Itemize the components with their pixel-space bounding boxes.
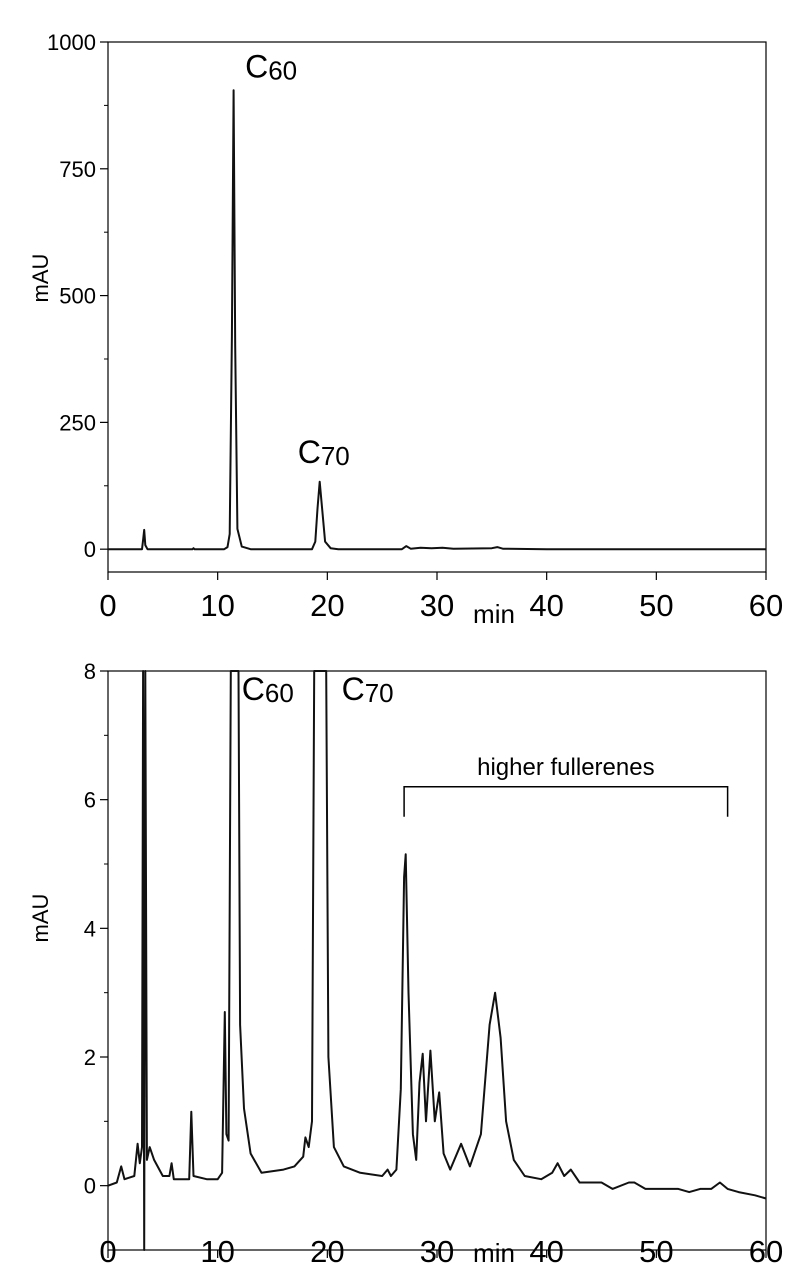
plot-frame <box>107 41 767 573</box>
y-tick-label: 4 <box>84 916 96 941</box>
peak-label: C60 <box>242 671 294 708</box>
x-ticks: 0 10 20 30 40 50 60 <box>99 1234 783 1269</box>
y-tick-label: 0 <box>84 1174 96 1199</box>
y-ticks: 0 2 4 6 8 <box>84 659 108 1199</box>
x-axis-unit: min <box>473 599 515 629</box>
y-tick-label: 250 <box>59 410 96 435</box>
y-tick-label: 500 <box>59 284 96 309</box>
peak-label: C70 <box>342 671 394 708</box>
x-tick-label: 50 <box>639 588 673 623</box>
peak-label: C60 <box>245 49 297 86</box>
y-tick-label: 2 <box>84 1045 96 1070</box>
x-tick-label: 10 <box>200 588 234 623</box>
x-tick-label: 10 <box>200 1234 234 1269</box>
x-tick-label: 60 <box>749 588 783 623</box>
x-axis-unit: min <box>473 1238 515 1268</box>
plot-frame <box>107 670 767 1251</box>
y-ticks: 0 250 500 750 1000 <box>47 30 108 562</box>
x-tick-label: 20 <box>310 588 344 623</box>
series-line <box>107 670 767 1251</box>
peak-label: C70 <box>298 434 350 471</box>
chart-top: mAU min 0 250 500 750 1000 0 10 20 30 40 50 60 C60… <box>28 30 783 629</box>
peak-annotations: C60 C70 <box>245 49 350 471</box>
y-tick-label: 750 <box>59 157 96 182</box>
peak-annotations: C60 C70 <box>242 671 394 708</box>
chart-bottom: mAU min 0 2 4 6 8 0 10 20 30 40 50 60 higher fulle… <box>28 659 783 1269</box>
x-tick-label: 40 <box>529 588 563 623</box>
series <box>107 670 767 1251</box>
x-tick-label: 40 <box>529 1234 563 1269</box>
x-tick-label: 50 <box>639 1234 673 1269</box>
y-tick-label: 6 <box>84 788 96 813</box>
bracket-line <box>403 786 729 817</box>
x-tick-label: 30 <box>420 588 454 623</box>
y-axis-label: mAU <box>28 254 53 303</box>
y-tick-label: 8 <box>84 659 96 684</box>
y-axis-label: mAU <box>28 894 53 943</box>
series-line <box>108 89 766 551</box>
x-tick-label: 30 <box>420 1234 454 1269</box>
bracket-label: higher fullerenes <box>477 754 654 781</box>
y-tick-label: 0 <box>84 537 96 562</box>
x-tick-label: 60 <box>749 1234 783 1269</box>
y-tick-label: 1000 <box>47 30 96 55</box>
higher-fullerenes-bracket: higher fullerenes <box>403 754 729 817</box>
x-tick-label: 0 <box>99 588 116 623</box>
x-tick-label: 0 <box>99 1234 116 1269</box>
x-ticks: 0 10 20 30 40 50 60 <box>99 572 783 623</box>
series <box>108 89 766 551</box>
x-tick-label: 20 <box>310 1234 344 1269</box>
